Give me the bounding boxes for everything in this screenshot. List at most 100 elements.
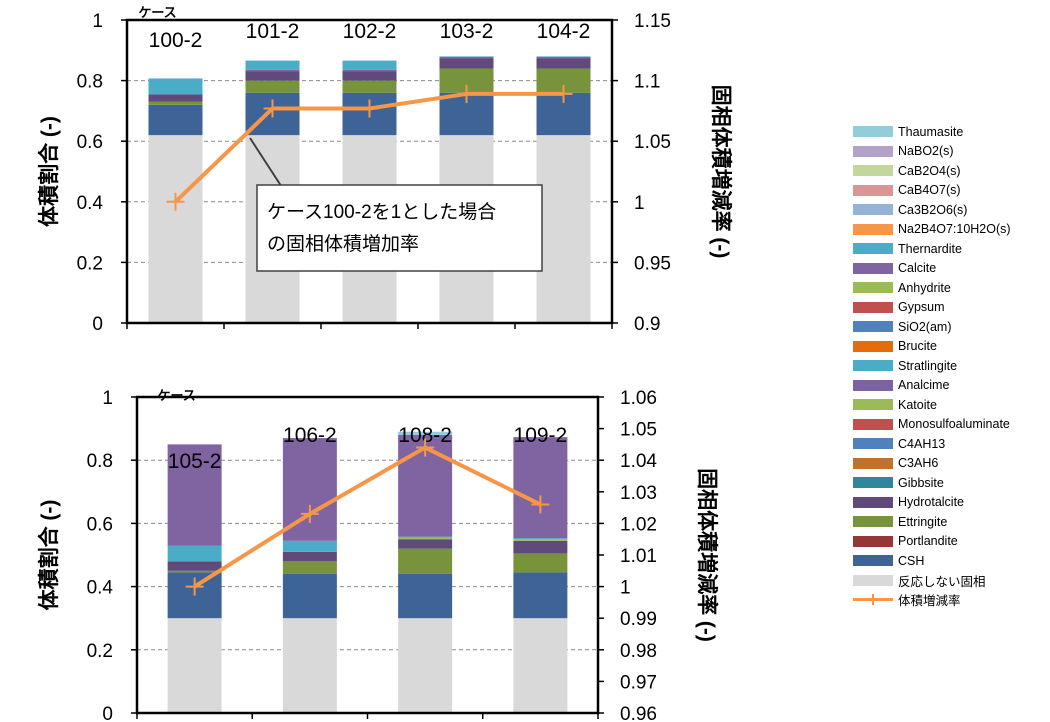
legend-swatch [853, 282, 893, 294]
bar-segment-katoite [513, 539, 568, 541]
y2-tick-label: 1.04 [620, 451, 657, 472]
legend-label: Gibbsite [898, 475, 944, 490]
legend-swatch [853, 418, 893, 430]
bar-segment-calcite [513, 437, 568, 539]
bar-stack-109-2 [513, 437, 568, 713]
y-axis-title: 体積割合 (-) [37, 500, 61, 611]
bar-segment-stratlingite [513, 538, 568, 540]
y2-tick-label: 1.05 [620, 420, 657, 441]
legend-item: Thaumasite [853, 122, 1048, 142]
legend-item: Gibbsite [853, 473, 1048, 493]
y-tick-label: 0.2 [87, 641, 113, 662]
legend-item: Thernardite [853, 239, 1048, 259]
legend-item: Gypsum [853, 298, 1048, 318]
legend-item: Analcime [853, 376, 1048, 396]
legend-item: Portlandite [853, 532, 1048, 552]
category-label: 100-2 [149, 29, 203, 52]
legend-label: Thernardite [898, 241, 962, 256]
bar-segment-ettringite [245, 80, 300, 93]
bar-segment-ettringite [282, 561, 337, 574]
legend-label: Portlandite [898, 534, 958, 549]
legend-label: Ca3B2O6(s) [898, 202, 968, 217]
bar-segment-stratlingite [245, 60, 300, 70]
y-tick-label: 0 [102, 704, 113, 722]
bar-stack-106-2 [282, 438, 337, 713]
legend-swatch [853, 438, 893, 450]
bar-segment-- [398, 618, 453, 713]
legend-line-swatch [853, 594, 893, 606]
plot-frame [125, 18, 614, 325]
category-prefix: ケース [138, 5, 176, 20]
legend-label: Stratlingite [898, 358, 958, 373]
legend-item: NaBO2(s) [853, 142, 1048, 162]
legend-label: Monosulfoaluminate [898, 417, 1010, 432]
legend-swatch [853, 126, 893, 138]
legend-item: C3AH6 [853, 454, 1048, 474]
legend-label: C4AH13 [898, 436, 946, 451]
bar-segment-stratlingite [536, 56, 591, 57]
y-axis-title: 体積割合 (-) [37, 116, 61, 227]
legend-label: CaB2O4(s) [898, 163, 961, 178]
legend-label: 反応しない固相 [898, 574, 986, 589]
legend-item: Na2B4O7:10H2O(s) [853, 220, 1048, 240]
legend-swatch [853, 360, 893, 372]
legend-swatch [853, 535, 893, 547]
y2-tick-label: 1 [620, 578, 631, 599]
legend-item: Ettringite [853, 512, 1048, 532]
legend-swatch [853, 457, 893, 469]
legend-item: Anhydrite [853, 278, 1048, 298]
bar-segment-calcite [342, 69, 397, 72]
y-tick-label: 0.2 [77, 253, 103, 274]
y2-tick-label: 1.06 [620, 388, 657, 409]
y-tick-label: 0.4 [77, 193, 104, 214]
legend-swatch [853, 321, 893, 333]
bar-segment-hydrotalcite [282, 551, 337, 562]
bar-segment-stratlingite [439, 56, 494, 57]
legend-item: Brucite [853, 337, 1048, 357]
plot-frame [135, 395, 600, 715]
bar-segment-- [148, 135, 203, 323]
legend-item: C4AH13 [853, 434, 1048, 454]
legend-swatch [853, 204, 893, 216]
bar-segment-calcite [167, 444, 222, 546]
legend-swatch [853, 399, 893, 411]
category-label: 102-2 [343, 20, 397, 43]
bar-segment-stratlingite [282, 540, 337, 552]
line-series [193, 445, 542, 589]
bar-segment-calcite [439, 56, 494, 59]
bar-segment-hydrotalcite [536, 58, 591, 69]
bar-segment-stratlingite [342, 60, 397, 70]
bar-segment-hydrotalcite [513, 540, 568, 554]
legend-label: Brucite [898, 339, 937, 354]
legend-label: Analcime [898, 378, 950, 393]
legend-item: Hydrotalcite [853, 493, 1048, 513]
legend-swatch [853, 262, 893, 274]
category-label: 106-2 [283, 424, 337, 447]
bar-segment-stratlingite [148, 78, 203, 95]
y-tick-label: 1 [92, 11, 103, 32]
bar-segment-- [536, 135, 591, 323]
legend-label: Calcite [898, 261, 937, 276]
legend-swatch [853, 574, 893, 586]
y2-tick-label: 1.15 [634, 11, 671, 32]
category-label: 101-2 [246, 20, 300, 43]
legend: Thaumasite NaBO2(s) CaB2O4(s) CaB4O7(s) Ca3B… [853, 122, 1048, 610]
y2-tick-label: 0.96 [620, 704, 657, 722]
y2-tick-label: 0.97 [620, 672, 657, 693]
legend-label: 体積増減率 [898, 594, 961, 609]
y-tick-label: 0.8 [87, 451, 113, 472]
y2-tick-label: 0.98 [620, 641, 657, 662]
legend-swatch [853, 496, 893, 508]
legend-label: CSH [898, 553, 925, 568]
bar-stack-100-2 [148, 78, 203, 323]
legend-swatch [853, 340, 893, 352]
chart-2: 0 0.2 0.4 0.6 0.8 1 0.96 0.97 0.98 0.99 1 1.01 1.02 1… [37, 388, 719, 722]
bar-stack-108-2 [398, 431, 453, 713]
bar-segment-- [513, 618, 568, 713]
legend-swatch [853, 379, 893, 391]
legend-label: SiO2(am) [898, 319, 952, 334]
legend-label: CaB4O7(s) [898, 183, 961, 198]
legend-label: Katoite [898, 397, 937, 412]
legend-item: Katoite [853, 395, 1048, 415]
y-tick-label: 1 [102, 388, 113, 409]
